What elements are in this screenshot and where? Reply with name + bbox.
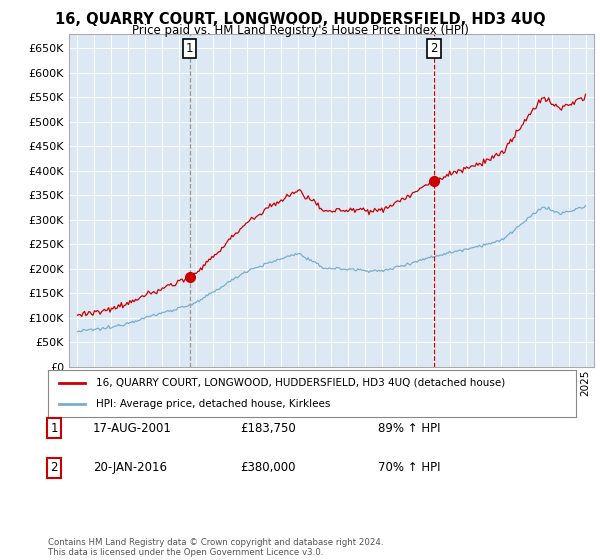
Text: 16, QUARRY COURT, LONGWOOD, HUDDERSFIELD, HD3 4UQ (detached house): 16, QUARRY COURT, LONGWOOD, HUDDERSFIELD… xyxy=(95,378,505,388)
Text: 1: 1 xyxy=(50,422,58,435)
Text: £183,750: £183,750 xyxy=(240,422,296,435)
Text: 1: 1 xyxy=(186,42,193,55)
Text: 17-AUG-2001: 17-AUG-2001 xyxy=(93,422,172,435)
Text: 20-JAN-2016: 20-JAN-2016 xyxy=(93,461,167,474)
Text: 2: 2 xyxy=(50,461,58,474)
Text: HPI: Average price, detached house, Kirklees: HPI: Average price, detached house, Kirk… xyxy=(95,399,330,409)
Text: 16, QUARRY COURT, LONGWOOD, HUDDERSFIELD, HD3 4UQ: 16, QUARRY COURT, LONGWOOD, HUDDERSFIELD… xyxy=(55,12,545,27)
Text: 70% ↑ HPI: 70% ↑ HPI xyxy=(378,461,440,474)
Text: 2: 2 xyxy=(430,42,438,55)
Text: 89% ↑ HPI: 89% ↑ HPI xyxy=(378,422,440,435)
Text: Price paid vs. HM Land Registry's House Price Index (HPI): Price paid vs. HM Land Registry's House … xyxy=(131,24,469,36)
Text: £380,000: £380,000 xyxy=(240,461,296,474)
Text: Contains HM Land Registry data © Crown copyright and database right 2024.
This d: Contains HM Land Registry data © Crown c… xyxy=(48,538,383,557)
